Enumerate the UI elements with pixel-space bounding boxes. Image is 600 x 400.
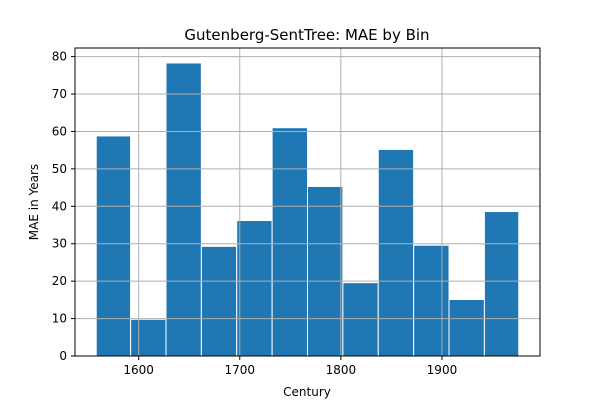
histogram-bar xyxy=(342,282,379,357)
x-tick-label: 1900 xyxy=(427,363,458,377)
x-axis-label: Century xyxy=(283,385,331,399)
x-tick-label: 1700 xyxy=(224,363,255,377)
y-tick-label: 40 xyxy=(52,199,67,213)
histogram-bar xyxy=(377,148,415,357)
histogram-bar xyxy=(413,244,450,357)
x-tick-label: 1600 xyxy=(123,363,154,377)
y-tick-label: 20 xyxy=(52,274,67,288)
y-tick-label: 50 xyxy=(52,162,67,176)
x-tick-label: 1800 xyxy=(326,363,357,377)
histogram-bar xyxy=(165,62,202,357)
histogram-bar xyxy=(483,211,520,357)
chart-title: Gutenberg-SentTree: MAE by Bin xyxy=(184,26,429,44)
histogram-bar xyxy=(307,185,344,357)
y-tick-label: 0 xyxy=(59,349,67,363)
histogram-bar xyxy=(200,245,238,357)
plot-frame xyxy=(74,47,541,357)
histogram-bar xyxy=(271,127,309,357)
bars-layer xyxy=(95,62,520,357)
y-axis-label: MAE in Years xyxy=(27,164,41,240)
y-tick-label: 60 xyxy=(52,124,67,138)
y-tick-label: 80 xyxy=(52,50,67,64)
histogram-bar xyxy=(448,298,485,357)
y-tick-label: 30 xyxy=(52,237,67,251)
histogram-bar xyxy=(130,318,167,357)
histogram-bar xyxy=(95,135,132,357)
y-tick-label: 70 xyxy=(52,87,67,101)
y-tick-label: 10 xyxy=(52,312,67,326)
histogram-bar xyxy=(236,220,273,357)
ticks-layer: 1600 1700 1800 1900 0 10 20 30 40 50 60 70 80 xyxy=(52,50,458,377)
